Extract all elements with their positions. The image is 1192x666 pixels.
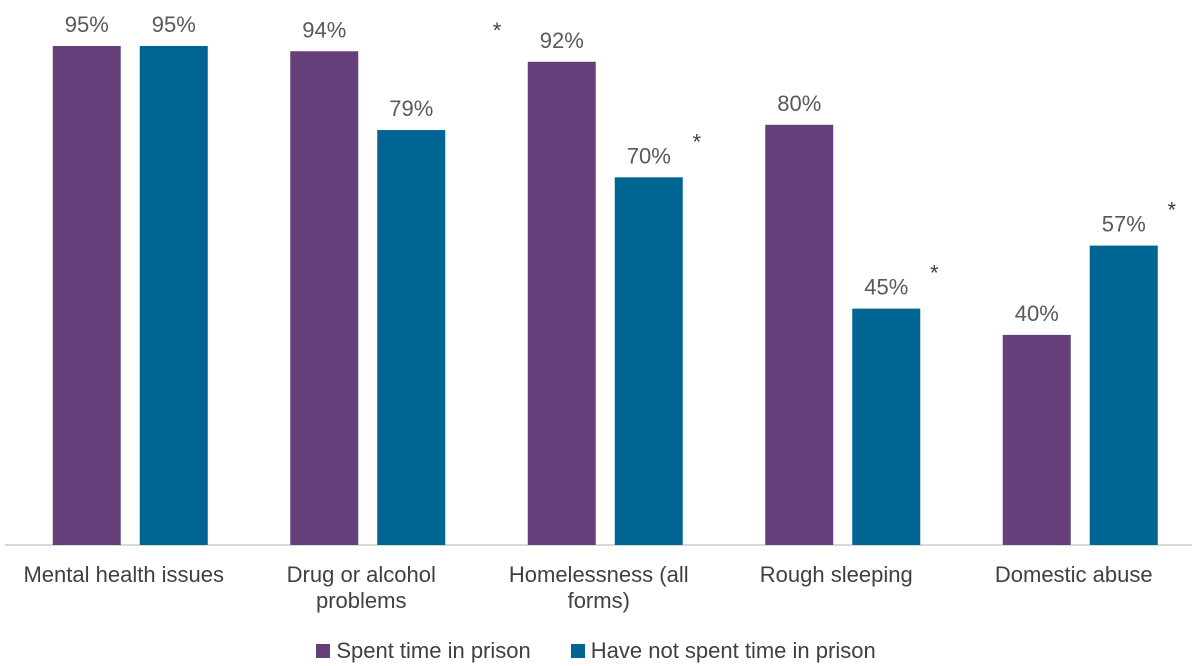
- bar: [139, 46, 208, 545]
- data-label: 45%: [864, 275, 908, 300]
- bar: [290, 51, 359, 546]
- category-label: forms): [568, 588, 630, 613]
- category-label: Rough sleeping: [760, 562, 913, 587]
- bar: [1002, 334, 1071, 545]
- legend-label: Have not spent time in prison: [590, 638, 876, 663]
- category-label: Drug or alcohol: [287, 562, 436, 587]
- legend-swatch: [570, 644, 585, 658]
- bar: [1089, 245, 1158, 545]
- legend-label: Spent time in prison: [336, 638, 531, 663]
- data-label: 70%: [627, 143, 671, 168]
- data-label: 40%: [1015, 301, 1059, 326]
- bar: [52, 46, 121, 545]
- chart-legend: Spent time in prison Have not spent time…: [0, 636, 1192, 666]
- significance-marker: *: [1167, 198, 1176, 223]
- significance-marker: *: [930, 261, 939, 286]
- bar: [614, 177, 683, 545]
- legend-swatch: [316, 644, 331, 658]
- significance-marker: *: [692, 129, 701, 154]
- bar: [765, 124, 834, 545]
- legend-item-no-prison: Have not spent time in prison: [570, 638, 876, 664]
- category-label: Mental health issues: [23, 562, 224, 587]
- bar: [852, 308, 921, 545]
- bar: [377, 130, 446, 545]
- data-label: 80%: [777, 91, 821, 116]
- significance-marker: *: [493, 18, 502, 43]
- category-label: Domestic abuse: [995, 562, 1153, 587]
- bar: [527, 61, 596, 545]
- data-label: 94%: [302, 17, 346, 42]
- legend-item-prison: Spent time in prison: [316, 638, 531, 664]
- data-label: 95%: [65, 12, 109, 37]
- category-label: problems: [316, 588, 406, 613]
- bar-chart: 95% 95% Mental health issues 94% 79% Drug or …: [5, 12, 1192, 613]
- data-label: 57%: [1102, 212, 1146, 237]
- data-label: 79%: [389, 96, 433, 121]
- category-label: Homelessness (all: [509, 562, 689, 587]
- data-label: 92%: [540, 28, 584, 53]
- data-label: 95%: [152, 12, 196, 37]
